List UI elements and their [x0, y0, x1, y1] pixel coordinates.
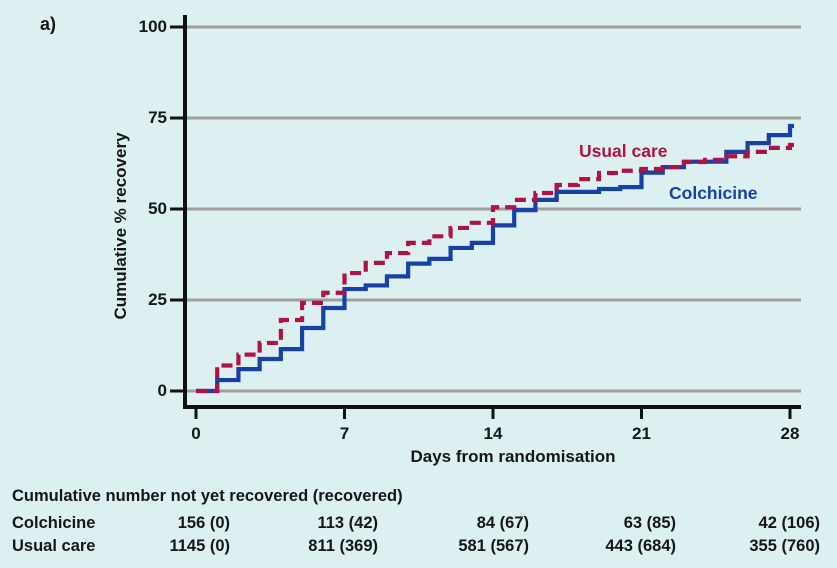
risk-table-cell: 63 (85) [623, 514, 676, 532]
colchicine-series-label: Colchicine [669, 183, 758, 203]
risk-table-cell: 355 (760) [749, 537, 820, 555]
panel-label: a) [40, 14, 57, 34]
risk-table-cell: 84 (67) [476, 514, 529, 532]
risk-table-row: Colchicine 156 (0) 113 (42) 84 (67) 63 (85) 4… [12, 512, 824, 535]
x-tick-label: 7 [339, 424, 350, 443]
risk-table-title: Cumulative number not yet recovered (rec… [12, 487, 403, 505]
risk-row-label: Colchicine [12, 514, 96, 532]
y-axis-title: Cumulative % recovery [111, 132, 130, 320]
risk-table-cell: 156 (0) [177, 514, 230, 532]
colchicine-curve [196, 123, 794, 394]
x-tick-label: 21 [632, 424, 651, 443]
risk-row-label: Usual care [12, 537, 96, 555]
risk-table-cell: 113 (42) [317, 514, 378, 532]
x-tick-label: 0 [191, 424, 201, 443]
risk-table: Cumulative number not yet recovered (rec… [12, 486, 824, 558]
y-tick-label: 100 [138, 17, 167, 36]
risk-table-cell: 443 (684) [605, 537, 676, 555]
risk-table-cell: 811 (369) [308, 537, 378, 555]
risk-table-row: Usual care 1145 (0) 811 (369) 581 (567) 443 … [12, 535, 824, 558]
usual-care-curve [196, 142, 794, 394]
step-chart-canvas [170, 15, 801, 419]
y-tick-label: 25 [148, 290, 167, 309]
x-tick-label: 14 [483, 424, 503, 443]
y-tick-label: 50 [148, 199, 167, 218]
y-tick-label: 0 [157, 381, 167, 400]
risk-table-cell: 42 (106) [758, 514, 820, 532]
risk-table-cell: 1145 (0) [169, 537, 230, 555]
usual-care-series-label: Usual care [579, 141, 668, 161]
risk-table-cell: 581 (567) [458, 537, 529, 555]
y-tick-label: 75 [148, 108, 167, 127]
risk-table-rows: Colchicine 156 (0) 113 (42) 84 (67) 63 (85) 4… [12, 512, 824, 558]
x-tick-label: 28 [780, 424, 800, 443]
x-axis-title: Days from randomisation [410, 447, 616, 466]
